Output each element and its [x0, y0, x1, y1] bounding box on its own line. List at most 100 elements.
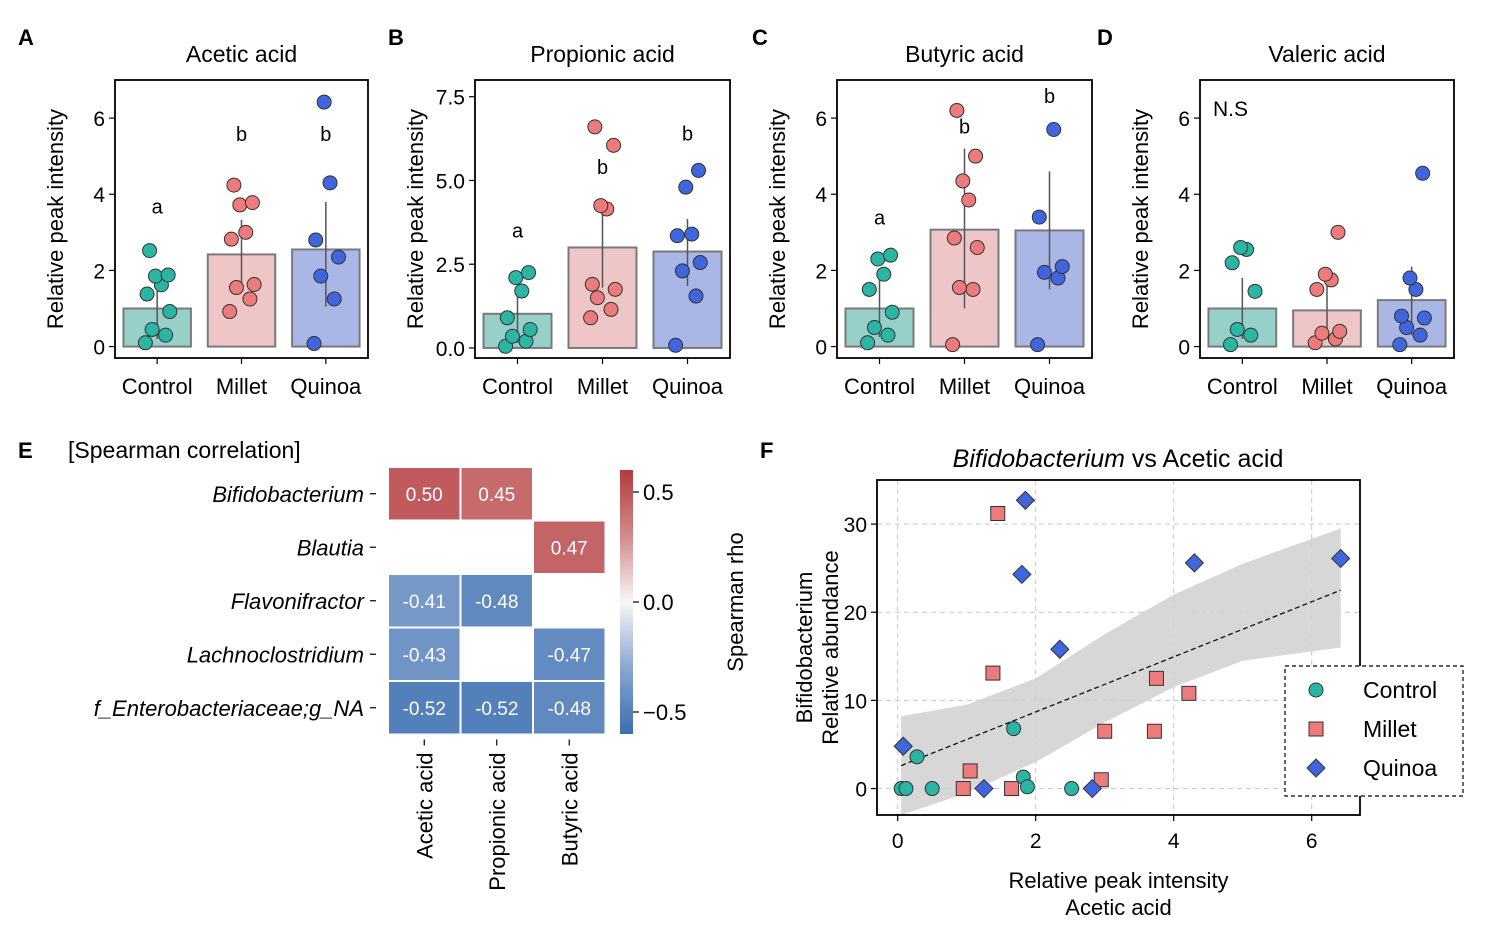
data-point-control [880, 327, 896, 343]
data-point-millet [593, 198, 609, 214]
scatter-point-quinoa [1015, 490, 1036, 510]
legend-marker-control [1308, 682, 1324, 698]
data-point-millet [584, 276, 600, 292]
data-point-millet [589, 290, 605, 306]
y-tick-label: 2 [93, 260, 105, 283]
heatmap-cell [459, 466, 534, 522]
legend: Control Millet Quinoa [1284, 665, 1464, 797]
heatmap-cell-value: -0.47 [548, 645, 591, 666]
y-tick-label: 4 [1178, 184, 1190, 207]
colorbar [620, 470, 633, 734]
scatter-point-quinoa [974, 778, 994, 799]
scatter-point-control [1019, 779, 1035, 795]
x-tick-label: 2 [1030, 830, 1042, 853]
heatmap-row-label: Flavonifractor [231, 589, 366, 614]
data-point-control [1222, 337, 1238, 353]
data-point-quinoa [684, 226, 700, 242]
y-axis-label: Relative peak intensity [403, 109, 428, 329]
significance-label: b [682, 123, 693, 145]
regression-line [900, 589, 1341, 767]
significance-label: a [512, 220, 524, 242]
data-point-quinoa [316, 94, 332, 110]
data-point-control [499, 310, 515, 326]
data-point-quinoa [313, 268, 329, 284]
heatmap-cell [532, 519, 607, 575]
y-tick-label: 10 [844, 690, 867, 713]
data-point-millet [228, 280, 244, 296]
y-axis-label: Relative abundance [818, 550, 843, 744]
axes-frame [876, 479, 1361, 816]
data-point-quinoa [1036, 264, 1052, 280]
heatmap-cell [387, 680, 462, 736]
scatter-point-millet [1004, 781, 1020, 797]
legend-label: Quinoa [1363, 755, 1437, 781]
heatmap-cell-value: -0.41 [403, 592, 446, 613]
data-point-control [521, 265, 537, 281]
scatter-point-quinoa [1082, 778, 1102, 799]
heatmap-cell-value: 0.50 [406, 485, 443, 506]
data-point-control [162, 304, 178, 320]
scatter-point-millet [1093, 772, 1109, 788]
data-point-millet [965, 281, 981, 297]
y-axis-label: Relative peak intensity [1128, 109, 1153, 329]
data-point-control [1247, 283, 1263, 299]
panel-title: Propionic acid [530, 41, 674, 67]
x-tick-label: Quinoa [1014, 374, 1086, 399]
x-axis-label: Acetic acid [1065, 895, 1171, 920]
confidence-band [901, 528, 1341, 815]
heatmap-cell-value: -0.48 [475, 592, 518, 613]
scatter-point-millet [985, 665, 1001, 681]
data-point-quinoa [1031, 209, 1047, 225]
x-tick-label: Control [1207, 374, 1278, 399]
legend-label: Control [1363, 677, 1437, 703]
data-point-quinoa [306, 336, 322, 352]
heatmap-row-label: Lachnoclostridium [187, 642, 364, 667]
panel-f: 0 2 4 6 0 10 20 30 Relative peak intensityAcetic… [792, 479, 1464, 920]
x-axis-label: Relative peak intensity [1008, 868, 1228, 893]
y-tick-label: 0 [815, 337, 827, 360]
y-tick-label: 6 [1178, 108, 1190, 131]
x-tick-label: Millet [577, 374, 628, 399]
data-point-control [1243, 327, 1259, 343]
heatmap-cell-value: -0.48 [548, 699, 591, 720]
data-point-quinoa [688, 288, 704, 304]
scatter-title-rest: vs Acetic acid [1125, 445, 1283, 473]
y-tick-label: 6 [815, 108, 827, 131]
x-tick-label: 6 [1306, 830, 1318, 853]
y-tick-label: 4 [815, 184, 827, 207]
data-point-quinoa [1415, 165, 1431, 181]
scatter-title: Bifidobacterium vs Acetic acid [953, 445, 1284, 473]
data-point-millet [238, 224, 254, 240]
heatmap-col-label: Butyric acid [557, 753, 582, 867]
significance-label: b [1044, 86, 1055, 108]
heatmap-cell [532, 626, 607, 682]
panel-letter-a: A [18, 25, 34, 50]
scatter-point-control [909, 749, 925, 765]
x-tick-label: Quinoa [652, 374, 724, 399]
heatmap-col-label: Acetic acid [412, 753, 437, 859]
x-tick-label: Control [122, 374, 193, 399]
x-tick-label: Control [482, 374, 553, 399]
scatter-point-control [924, 781, 940, 797]
data-point-control [514, 283, 530, 299]
y-tick-label: 0 [1178, 337, 1190, 360]
heatmap-title: [Spearman correlation] [68, 437, 301, 463]
data-point-control [144, 321, 160, 337]
data-point-millet [946, 230, 962, 246]
scatter-point-quinoa [893, 736, 913, 756]
panel-c: Butyric acid Relative peak intensity 0 2 4 6 a… [765, 41, 1093, 399]
scatter-point-millet [955, 781, 971, 797]
x-tick-label: Quinoa [290, 374, 362, 399]
data-point-control [860, 335, 876, 351]
data-point-control [1233, 240, 1249, 256]
y-axis-label: Relative peak intensity [765, 109, 790, 329]
data-point-millet [603, 301, 619, 317]
data-point-millet [969, 240, 985, 256]
data-point-millet [968, 148, 984, 164]
x-tick-label: Millet [216, 374, 267, 399]
colorbar-tick-label: 0.0 [643, 590, 674, 615]
data-point-quinoa [322, 175, 338, 191]
scatter-point-control [898, 781, 914, 797]
heatmap-cell [387, 573, 462, 629]
